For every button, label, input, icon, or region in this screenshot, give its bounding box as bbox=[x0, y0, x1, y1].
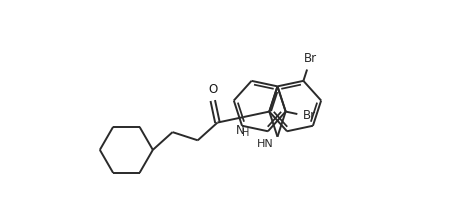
Text: H: H bbox=[242, 128, 250, 137]
Text: Br: Br bbox=[303, 52, 317, 65]
Text: N: N bbox=[236, 123, 245, 136]
Text: HN: HN bbox=[257, 138, 274, 149]
Text: O: O bbox=[208, 83, 218, 96]
Text: Br: Br bbox=[302, 108, 316, 121]
